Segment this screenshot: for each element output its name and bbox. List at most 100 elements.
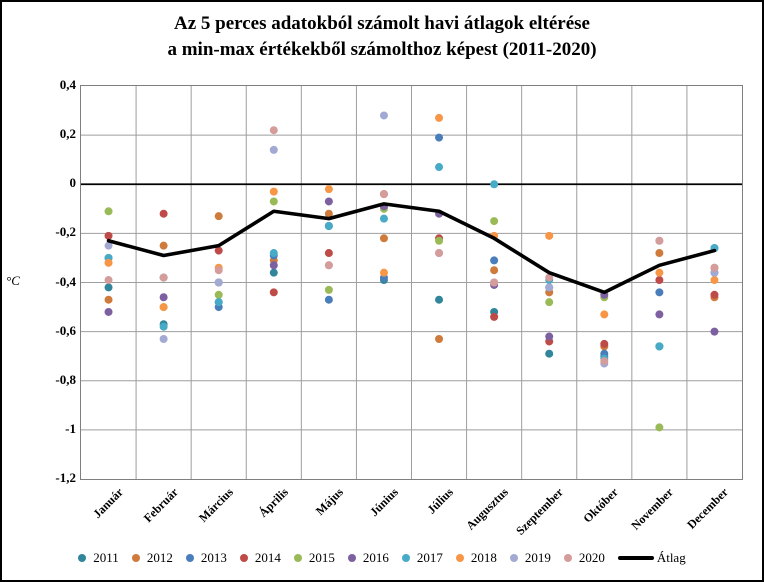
average-line xyxy=(106,202,717,295)
y-tick-label: -0,4 xyxy=(55,273,76,289)
chart-legend: 2011 2012 2013 2014 2015 2016 2017 2018 2019 2020… xyxy=(2,550,762,566)
data-point-2014 xyxy=(269,288,278,297)
data-point-2017 xyxy=(655,342,664,351)
data-point-2018 xyxy=(600,310,609,319)
y-tick-label: -0,6 xyxy=(55,322,76,338)
data-point-2016 xyxy=(104,307,113,316)
data-point-2014 xyxy=(655,276,664,285)
data-point-2017 xyxy=(159,322,168,331)
legend-marker-icon xyxy=(455,554,464,562)
data-point-2020 xyxy=(159,273,168,282)
data-point-2016 xyxy=(269,261,278,270)
data-point-2012 xyxy=(214,212,223,221)
data-point-2012 xyxy=(159,241,168,250)
data-point-2016 xyxy=(159,293,168,302)
legend-label: 2016 xyxy=(362,550,389,565)
data-point-2020 xyxy=(214,266,223,275)
data-point-2019 xyxy=(545,283,554,292)
data-point-2015 xyxy=(655,423,664,432)
data-point-2017 xyxy=(435,163,444,172)
legend-item-average: Átlag xyxy=(617,550,686,566)
y-axis-unit-label: °C xyxy=(6,273,20,288)
data-point-2017 xyxy=(490,180,499,189)
data-point-2019 xyxy=(104,241,113,250)
data-point-2015 xyxy=(324,285,333,294)
legend-label: 2013 xyxy=(200,550,227,565)
y-tick-label: 0,2 xyxy=(59,126,76,142)
data-point-2019 xyxy=(159,334,168,343)
data-point-2014 xyxy=(600,339,609,348)
legend-marker-icon xyxy=(401,554,410,562)
data-point-2020 xyxy=(435,249,444,258)
data-point-2011 xyxy=(269,268,278,277)
data-point-2019 xyxy=(379,111,388,120)
data-point-2012 xyxy=(104,295,113,304)
data-point-2018 xyxy=(269,187,278,196)
legend-item-2011: 2011 xyxy=(78,550,119,566)
legend-item-2020: 2020 xyxy=(563,550,605,566)
data-point-2014 xyxy=(710,290,719,299)
legend-label: 2014 xyxy=(254,550,281,565)
data-point-2014 xyxy=(324,249,333,258)
data-point-2012 xyxy=(324,209,333,218)
data-point-2018 xyxy=(159,303,168,312)
legend-item-2019: 2019 xyxy=(509,550,551,566)
legend-marker-icon xyxy=(131,554,140,562)
legend-item-2013: 2013 xyxy=(185,550,227,566)
legend-label: 2011 xyxy=(93,550,119,565)
data-point-2018 xyxy=(435,113,444,122)
legend-label: 2020 xyxy=(578,550,605,565)
data-point-2018 xyxy=(545,231,554,240)
data-point-2014 xyxy=(159,209,168,218)
legend-marker-icon xyxy=(509,554,518,562)
legend-marker-icon xyxy=(78,554,87,562)
legend-item-2017: 2017 xyxy=(401,550,443,566)
chart-title: Az 5 perces adatokból számolt havi átlag… xyxy=(2,11,762,63)
plot-area xyxy=(80,85,743,480)
legend-item-2016: 2016 xyxy=(347,550,389,566)
legend-label: 2012 xyxy=(146,550,173,565)
data-point-2020 xyxy=(710,263,719,272)
data-point-2017 xyxy=(214,298,223,307)
data-point-2020 xyxy=(600,357,609,366)
data-point-2011 xyxy=(435,295,444,304)
data-point-2011 xyxy=(104,283,113,292)
chart-title-line-1: Az 5 perces adatokból számolt havi átlag… xyxy=(173,13,590,34)
data-point-2015 xyxy=(435,236,444,245)
data-point-2017 xyxy=(379,214,388,223)
data-point-2014 xyxy=(104,231,113,240)
y-tick-label: 0 xyxy=(69,175,77,191)
data-point-2014 xyxy=(214,246,223,255)
legend-label: Átlag xyxy=(656,550,686,565)
data-point-2020 xyxy=(269,126,278,135)
data-point-2020 xyxy=(655,236,664,245)
legend-item-2014: 2014 xyxy=(239,550,281,566)
data-point-2018 xyxy=(655,268,664,277)
chart-title-line-2: a min-max értékekből számolthoz képest (… xyxy=(167,39,597,60)
data-point-2016 xyxy=(324,197,333,206)
data-point-2020 xyxy=(490,278,499,287)
data-point-2015 xyxy=(104,207,113,216)
data-point-2020 xyxy=(104,276,113,285)
x-category-label: November xyxy=(628,485,677,533)
data-point-2016 xyxy=(545,332,554,341)
data-point-2015 xyxy=(545,298,554,307)
x-category-label: December xyxy=(684,485,732,532)
data-point-2012 xyxy=(435,334,444,343)
legend-marker-icon xyxy=(185,554,194,562)
legend-marker-icon xyxy=(347,554,356,562)
data-point-2015 xyxy=(490,217,499,226)
data-point-2013 xyxy=(435,133,444,142)
data-point-2020 xyxy=(545,273,554,282)
data-point-2020 xyxy=(379,190,388,199)
legend-line-marker-icon xyxy=(617,556,654,560)
data-point-2012 xyxy=(379,234,388,243)
data-point-2013 xyxy=(324,295,333,304)
data-point-2020 xyxy=(324,261,333,270)
x-category-label: Október xyxy=(580,485,622,526)
data-point-2015 xyxy=(214,290,223,299)
y-tick-label: -0,8 xyxy=(55,371,76,387)
data-point-2018 xyxy=(710,276,719,285)
data-point-2012 xyxy=(490,266,499,275)
